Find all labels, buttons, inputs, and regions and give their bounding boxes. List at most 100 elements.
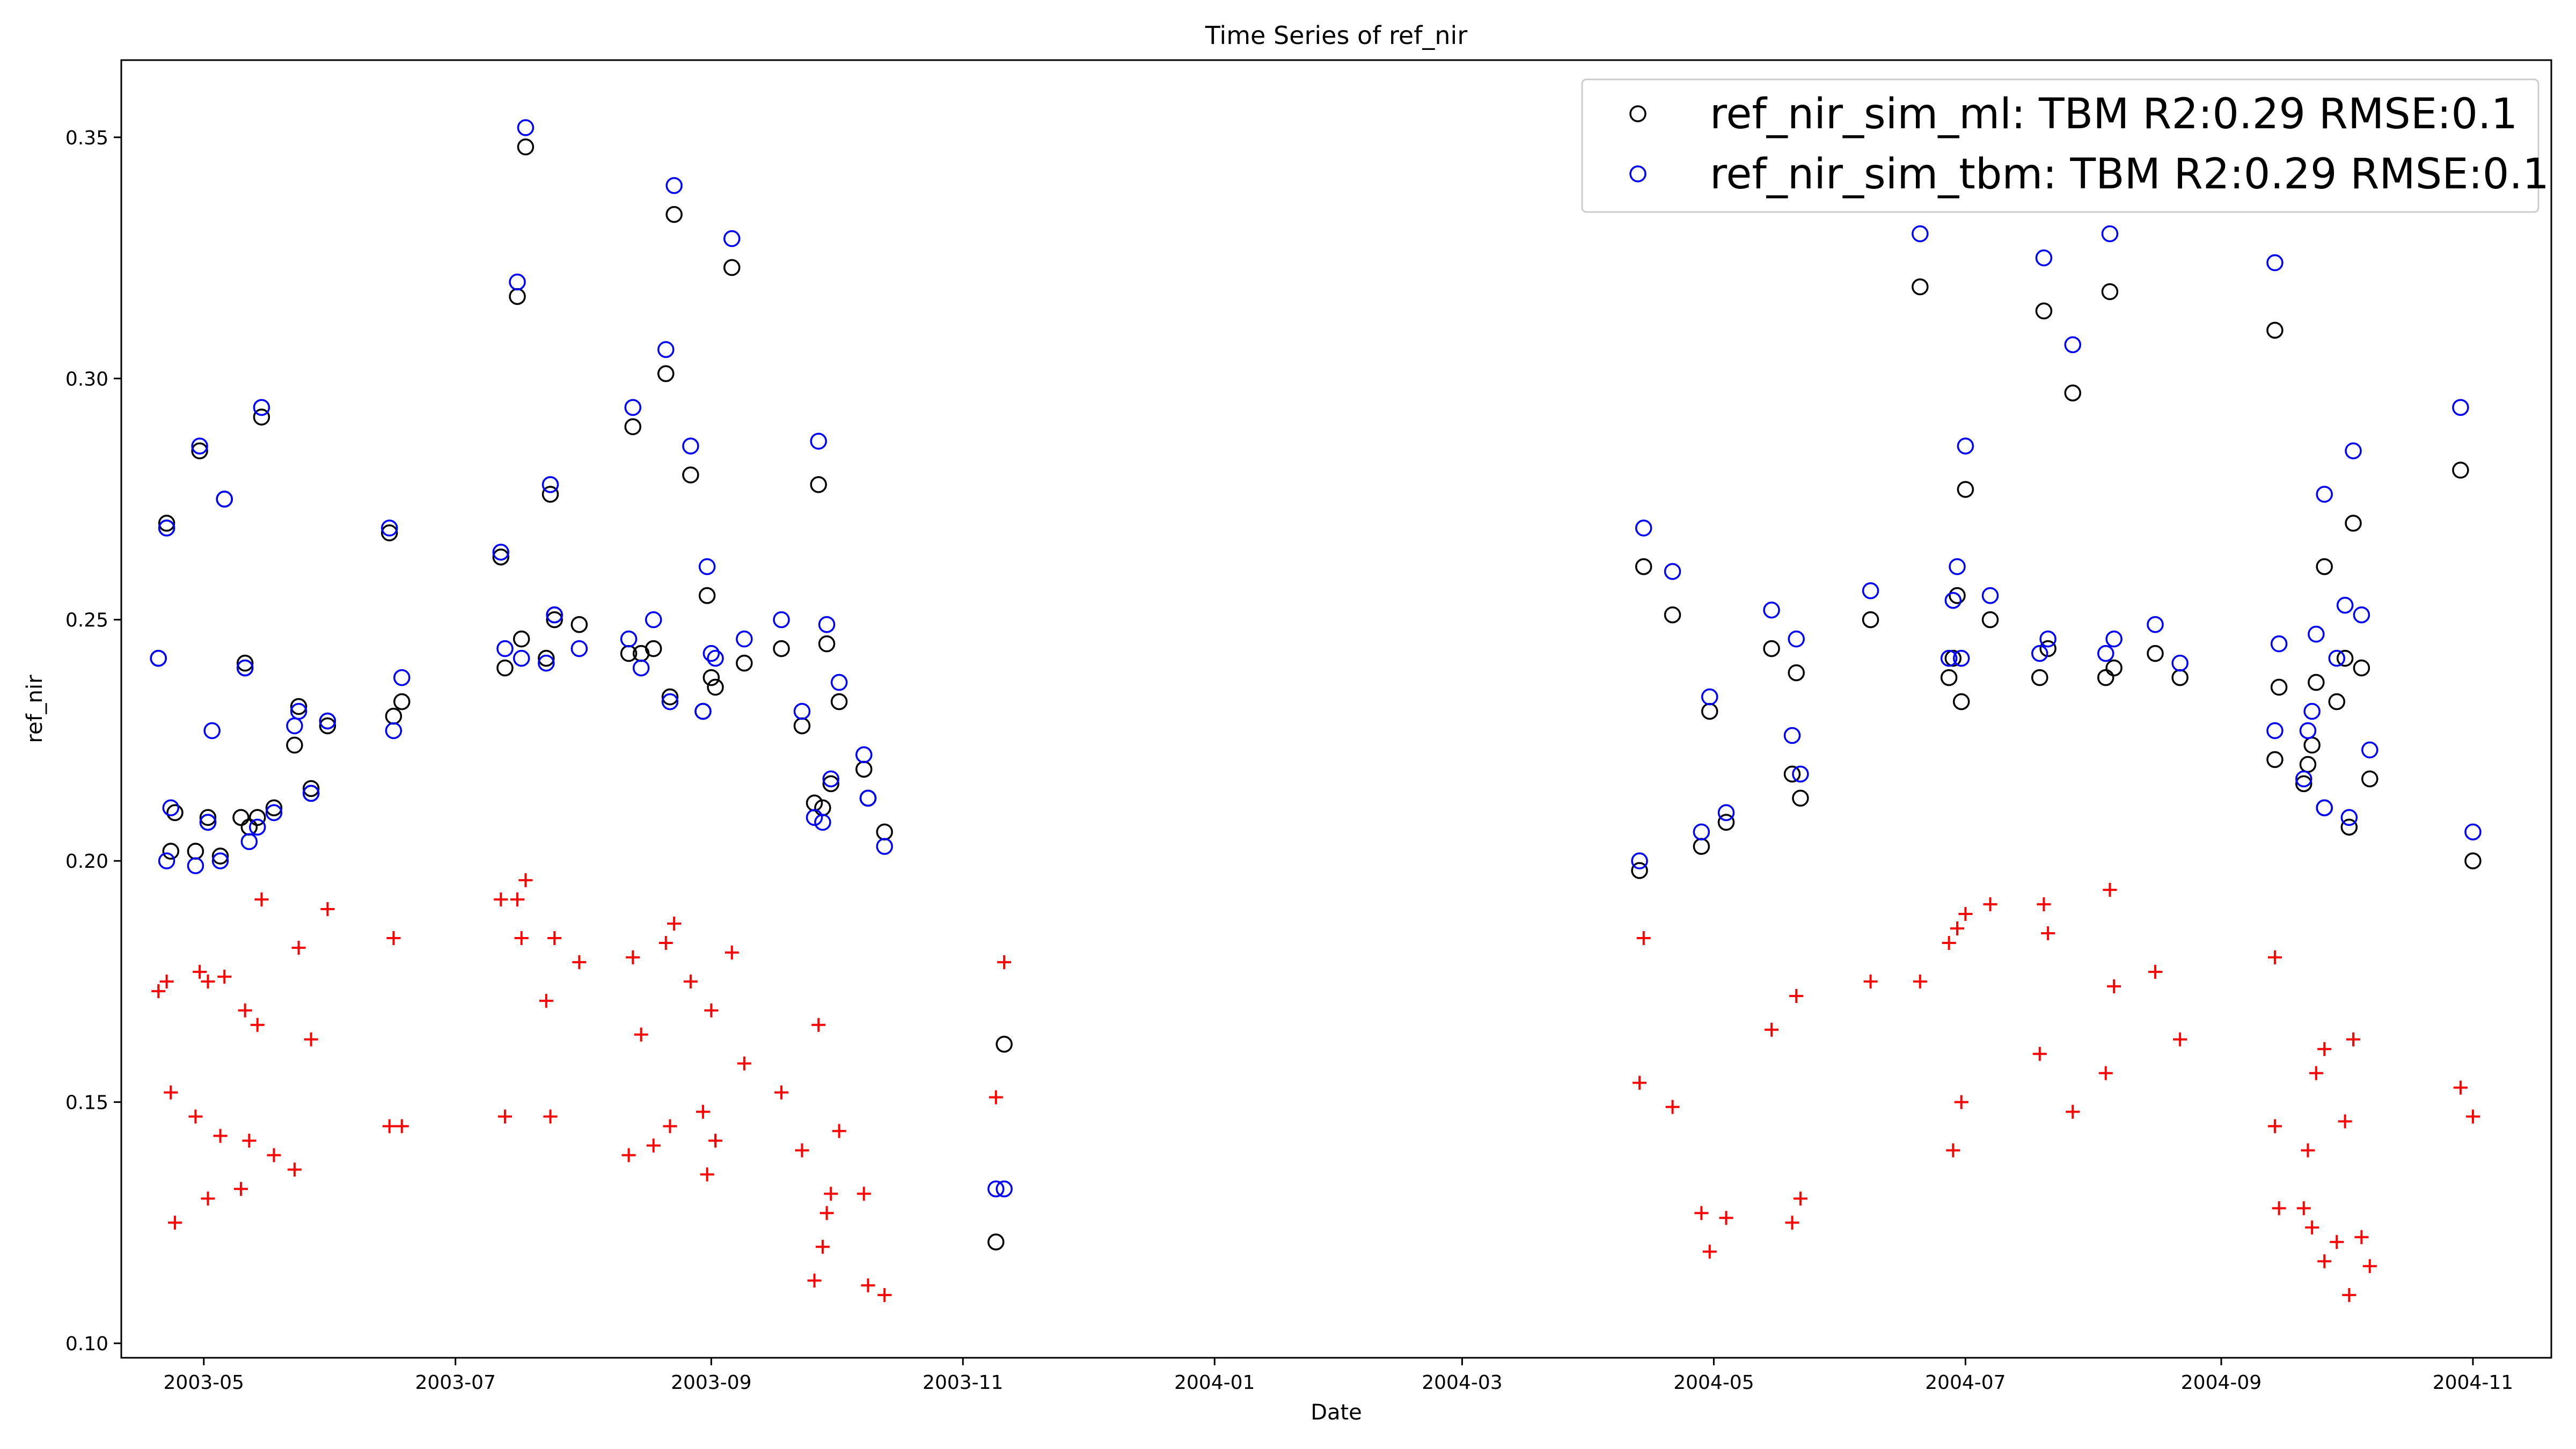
legend-marker <box>1629 165 1646 182</box>
data-point <box>2308 674 2325 691</box>
data-point <box>1912 278 1929 296</box>
data-point <box>496 659 514 677</box>
data-point <box>646 1138 661 1153</box>
data-point <box>2098 1066 2113 1080</box>
x-tick-label: 2004-03 <box>1422 1372 1502 1394</box>
data-point <box>1785 1216 1799 1230</box>
data-point <box>1702 1245 1717 1259</box>
data-point <box>1949 558 1966 575</box>
data-point <box>1940 669 1958 686</box>
data-point <box>393 669 411 686</box>
data-point <box>1631 862 1648 879</box>
data-point <box>1913 974 1927 989</box>
data-point <box>236 659 254 677</box>
data-point <box>1912 225 1929 243</box>
data-point <box>570 640 588 657</box>
legend-marker <box>1629 105 1646 122</box>
data-point <box>1952 693 1970 711</box>
data-point <box>2328 693 2345 711</box>
data-point <box>723 259 741 276</box>
data-point <box>242 1133 257 1148</box>
data-point <box>191 442 208 459</box>
data-point <box>2308 625 2325 643</box>
data-point <box>698 587 716 604</box>
data-point <box>2267 950 2282 964</box>
data-point <box>199 809 217 826</box>
data-point <box>2299 722 2317 740</box>
data-point <box>151 984 166 998</box>
data-point <box>1957 481 1974 498</box>
data-point <box>793 702 811 720</box>
data-point <box>2353 606 2370 624</box>
x-axis: 2003-05 2003-07 2003-09 2003-11 2004-01 2004-… <box>164 1358 2513 1394</box>
data-point <box>2171 654 2189 672</box>
data-point <box>2303 702 2321 720</box>
data-point <box>2316 799 2333 817</box>
data-point <box>773 611 790 628</box>
data-point <box>1949 587 1966 604</box>
data-point <box>201 1191 215 1206</box>
data-point <box>2362 1259 2377 1274</box>
data-point <box>267 1148 281 1162</box>
data-point <box>232 809 250 826</box>
data-point <box>1635 519 1652 537</box>
data-point <box>665 206 683 223</box>
data-point <box>859 789 877 807</box>
data-point <box>217 969 232 984</box>
data-point <box>2346 1032 2360 1046</box>
data-point <box>167 1216 182 1230</box>
data-point <box>773 640 790 657</box>
data-point <box>494 892 508 907</box>
data-point <box>158 852 175 869</box>
x-axis-label: Date <box>1311 1400 1362 1425</box>
y-tick-label: 0.20 <box>65 851 108 873</box>
data-point <box>658 935 673 950</box>
data-point <box>2452 462 2469 479</box>
data-point <box>876 838 893 855</box>
data-point <box>818 616 836 633</box>
data-point <box>492 548 510 566</box>
data-point <box>546 611 563 628</box>
data-point <box>1946 1143 1960 1158</box>
data-point <box>645 640 662 657</box>
data-point <box>546 606 563 624</box>
data-point <box>626 950 640 964</box>
data-point <box>621 1148 636 1162</box>
data-point <box>2097 669 2114 686</box>
data-point <box>2064 384 2081 401</box>
data-point <box>1719 1211 1733 1225</box>
data-point <box>807 1274 822 1288</box>
data-point <box>822 775 840 793</box>
data-point <box>723 230 741 247</box>
data-point <box>707 649 724 667</box>
data-point <box>1942 935 1956 950</box>
data-point <box>2097 645 2114 662</box>
data-point <box>290 698 308 715</box>
data-point <box>1958 907 1973 921</box>
data-point <box>704 1003 719 1018</box>
data-point <box>514 931 529 945</box>
data-point <box>811 1018 826 1032</box>
data-point <box>2037 897 2051 912</box>
data-point <box>2317 1254 2332 1269</box>
data-point <box>1981 587 1999 604</box>
data-point <box>683 974 698 989</box>
data-point <box>698 558 716 575</box>
data-point <box>1788 630 1805 648</box>
legend-label: ref_nir_sim_tbm: TBM R2:0.29 RMSE:0.1 <box>1710 150 2549 199</box>
data-point <box>248 809 266 826</box>
data-point <box>319 712 336 730</box>
data-point <box>696 1104 710 1119</box>
data-point <box>496 640 514 657</box>
data-point <box>1792 789 1809 807</box>
data-point <box>657 341 675 358</box>
data-point <box>265 804 283 822</box>
data-point <box>694 702 712 720</box>
data-point <box>1940 649 1958 667</box>
data-point <box>2345 515 2362 532</box>
data-point <box>2464 852 2482 869</box>
data-point <box>203 722 221 740</box>
data-point <box>236 654 254 672</box>
data-point <box>1664 563 1681 580</box>
